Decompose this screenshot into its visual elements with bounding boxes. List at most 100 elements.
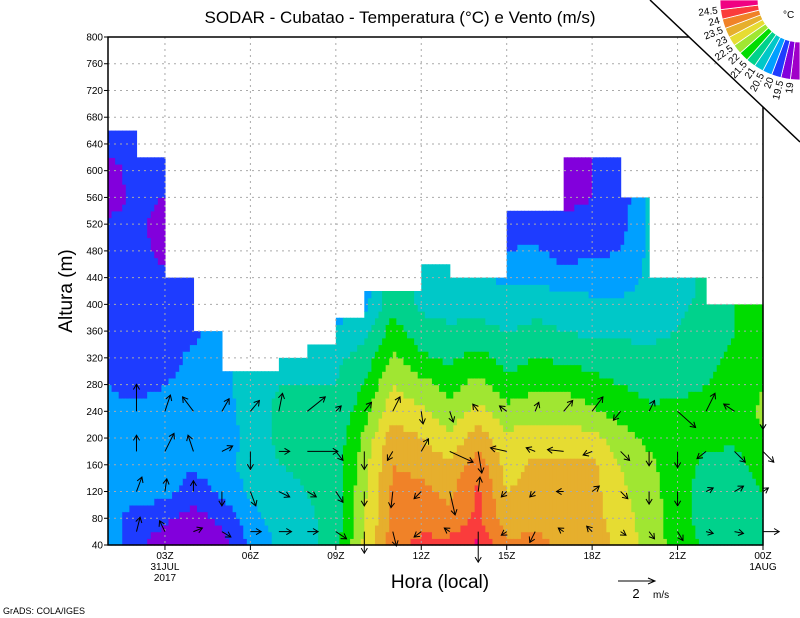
wind-arrow-shaft — [501, 531, 507, 536]
contour-cell — [150, 250, 155, 392]
contour-cell — [360, 344, 365, 386]
wind-arrow-shaft — [307, 396, 326, 412]
contour-cell — [535, 244, 540, 285]
contour-cell — [364, 424, 369, 499]
contour-cell — [538, 357, 543, 392]
contour-cell — [463, 351, 469, 386]
contour-cell — [424, 411, 429, 446]
contour-cell — [641, 444, 647, 546]
contour-cell — [641, 257, 647, 346]
contour-cell — [207, 518, 212, 546]
contour-cell — [602, 157, 607, 259]
contour-cell — [485, 384, 490, 412]
wind-arrowhead — [707, 528, 715, 536]
x-tick-sub1: 1AUG — [749, 562, 776, 573]
wind-arrowhead — [224, 531, 232, 538]
wind-arrow-shaft — [392, 531, 397, 547]
contour-cell — [670, 397, 675, 546]
wind-arrow — [132, 434, 141, 452]
wind-arrowhead — [448, 416, 456, 424]
wind-arrowhead — [386, 454, 393, 462]
contour-cell — [360, 431, 365, 539]
contour-cell — [606, 531, 611, 546]
contour-cell — [716, 364, 721, 453]
contour-cell — [442, 317, 447, 366]
wind-arrow-shaft — [164, 478, 168, 492]
contour-cell — [606, 337, 611, 379]
contour-cell — [585, 291, 590, 339]
wind-arrow-shaft — [363, 402, 372, 412]
contour-cell — [752, 478, 757, 546]
contour-cell — [108, 217, 113, 386]
contour-cell — [193, 504, 198, 546]
contour-cell — [300, 384, 305, 486]
contour-cell — [164, 524, 170, 546]
wind-arrow-shaft — [529, 491, 536, 498]
contour-cell — [396, 471, 401, 546]
contour-cell — [471, 351, 476, 379]
contour-cell — [431, 451, 437, 493]
wind-arrow-shaft — [734, 451, 746, 463]
wind-arrow-shaft — [159, 520, 166, 532]
contour-cell — [570, 264, 575, 292]
contour-cell — [592, 458, 597, 546]
contour-cell — [567, 458, 572, 546]
contour-cell — [471, 404, 476, 432]
contour-cell — [325, 344, 330, 386]
contour-cell — [560, 331, 565, 366]
contour-cell — [346, 317, 351, 359]
contour-cell — [585, 257, 590, 292]
contour-cell — [513, 210, 518, 252]
wind-arrow — [619, 529, 627, 536]
contour-cell — [549, 391, 554, 426]
contour-cell — [631, 344, 636, 392]
contour-cell — [524, 284, 529, 326]
contour-cell — [428, 357, 433, 379]
contour-cell — [577, 291, 583, 339]
wind-arrow — [762, 487, 770, 494]
contour-cell — [528, 284, 533, 326]
wind-arrowhead — [332, 447, 339, 455]
wind-arrowhead — [182, 396, 189, 403]
contour-cell — [385, 291, 390, 326]
contour-cell — [520, 471, 526, 533]
contour-cell — [570, 458, 575, 546]
contour-cell — [577, 257, 583, 292]
contour-cell — [396, 324, 401, 359]
contour-cell — [549, 424, 554, 459]
contour-cell — [528, 357, 533, 392]
contour-cell — [414, 478, 419, 539]
contour-cell — [161, 197, 166, 265]
contour-cell — [385, 431, 390, 533]
contour-cell — [520, 364, 526, 399]
contour-cell — [730, 337, 736, 446]
wind-arrow — [221, 531, 232, 538]
contour-cell — [624, 424, 629, 486]
wind-arrow — [360, 491, 368, 507]
contour-cell — [129, 504, 134, 546]
contour-cell — [157, 498, 162, 533]
contour-cell — [510, 431, 515, 486]
contour-cell — [296, 384, 301, 479]
wind-arrow — [391, 531, 399, 547]
contour-cell — [652, 277, 657, 346]
contour-cell — [524, 397, 529, 426]
wind-arrowhead — [319, 396, 327, 403]
wind-arrowhead — [696, 452, 704, 460]
contour-cell — [695, 538, 700, 546]
contour-cell — [688, 304, 693, 392]
contour-cell — [620, 197, 625, 245]
contour-cell — [232, 397, 237, 513]
contour-cell — [446, 397, 451, 432]
contour-cell — [720, 357, 725, 453]
wind-arrow — [182, 396, 194, 412]
y-tick-label: 80 — [92, 514, 104, 525]
contour-cell — [246, 498, 251, 546]
contour-cell — [161, 157, 166, 199]
contour-cell — [485, 464, 490, 533]
contour-cell — [439, 498, 444, 539]
contour-cell — [367, 371, 373, 412]
contour-cell — [431, 384, 437, 419]
contour-cell — [456, 478, 462, 533]
